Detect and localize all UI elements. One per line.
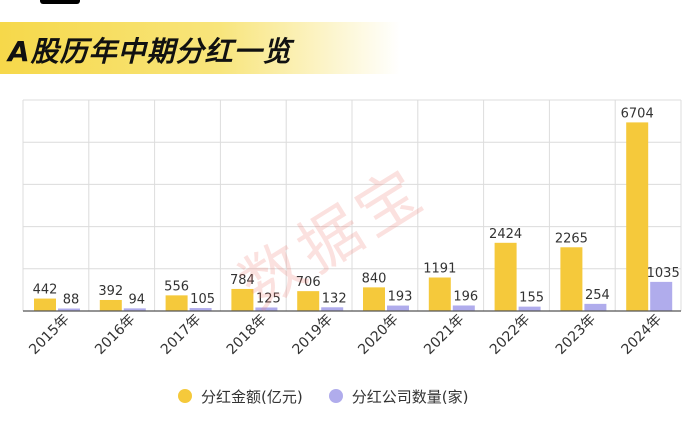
data-label-amount: 6704 <box>621 106 654 121</box>
bar-amount <box>428 277 451 311</box>
x-tick-label: 2020年 <box>355 312 401 358</box>
data-label-count: 125 <box>256 291 281 306</box>
bar-amount <box>560 247 583 311</box>
bar-amount <box>494 242 517 311</box>
bar-count <box>123 308 146 311</box>
data-label-amount: 442 <box>33 283 58 298</box>
bar-count <box>584 303 607 311</box>
data-label-count: 88 <box>63 293 80 308</box>
bar-amount <box>231 288 254 311</box>
legend-item-amount[interactable]: 分红金额(亿元) <box>178 386 303 407</box>
legend-amount-swatch <box>178 389 192 403</box>
data-label-count: 94 <box>129 292 146 307</box>
legend-item-count[interactable]: 分红公司数量(家) <box>328 386 469 407</box>
bar-amount <box>165 295 188 311</box>
data-label-amount: 392 <box>98 284 123 299</box>
data-label-count: 196 <box>453 289 478 304</box>
x-tick-label: 2015年 <box>26 312 72 358</box>
bar-count <box>189 308 212 311</box>
bar-count <box>518 306 541 311</box>
bar-amount <box>297 291 320 311</box>
x-tick-label: 2018年 <box>224 312 270 358</box>
data-label-amount: 840 <box>362 271 387 286</box>
data-label-amount: 784 <box>230 273 255 288</box>
x-tick-label: 2023年 <box>553 312 599 358</box>
chart-title: A股历年中期分红一览 <box>8 35 292 68</box>
data-label-amount: 556 <box>164 279 189 294</box>
data-label-amount: 2424 <box>489 227 522 242</box>
data-label-count: 132 <box>322 291 347 306</box>
data-label-count: 105 <box>190 292 215 307</box>
legend: 分红金额(亿元) 分红公司数量(家) <box>178 385 494 407</box>
bar-count <box>387 305 409 311</box>
bar-count <box>321 307 344 311</box>
data-label-count: 155 <box>519 291 544 306</box>
bar-amount <box>363 287 385 311</box>
legend-amount-label: 分红金额(亿元) <box>201 387 303 406</box>
legend-count-label: 分红公司数量(家) <box>351 387 469 406</box>
bar-count <box>255 307 278 311</box>
data-label-count: 254 <box>585 288 610 303</box>
bar-count <box>452 305 475 311</box>
x-tick-label: 2022年 <box>487 312 533 358</box>
top-edge-fragment <box>40 0 80 4</box>
title-band <box>0 22 400 74</box>
data-label-count: 193 <box>388 290 413 305</box>
bar-amount <box>626 122 649 311</box>
bar-count <box>58 308 80 311</box>
data-label-amount: 706 <box>296 275 321 290</box>
data-label-amount: 1191 <box>423 261 456 276</box>
x-tick-label: 2016年 <box>92 312 138 358</box>
bar-amount <box>99 299 122 311</box>
data-label-count: 1035 <box>647 266 680 281</box>
x-tick-label: 2019年 <box>290 312 336 358</box>
data-label-amount: 2265 <box>555 231 588 246</box>
x-tick-label: 2021年 <box>421 312 467 358</box>
bar-count <box>650 281 673 311</box>
x-tick-label: 2024年 <box>619 312 665 358</box>
legend-count-swatch <box>328 389 343 403</box>
bar-amount <box>34 298 56 311</box>
x-tick-label: 2017年 <box>158 312 204 358</box>
